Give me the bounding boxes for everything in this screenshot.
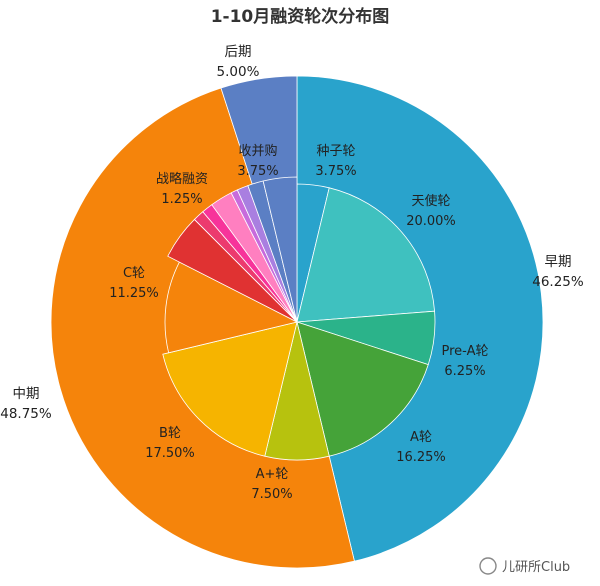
inner-label-value-0: 3.75% bbox=[315, 164, 356, 179]
inner-slice-3 bbox=[296, 321, 429, 457]
outer-label-name-1: 中期 bbox=[13, 386, 40, 402]
inner-label-name-1: 天使轮 bbox=[411, 193, 450, 209]
chart-title: 1-10月融资轮次分布图 bbox=[211, 6, 390, 27]
inner-label-name-6: C轮 bbox=[123, 266, 145, 281]
inner-label-value-6: 11.25% bbox=[109, 286, 159, 301]
outer-label-value-0: 46.25% bbox=[532, 274, 584, 290]
inner-label-name-4: A+轮 bbox=[256, 467, 289, 482]
inner-label-name-5: B轮 bbox=[159, 426, 181, 441]
inner-slice-6 bbox=[164, 261, 299, 354]
outer-label-value-1: 48.75% bbox=[0, 406, 52, 422]
inner-ring bbox=[162, 176, 436, 461]
inner-label-name-13: 收并购 bbox=[238, 143, 277, 159]
outer-label-name-0: 早期 bbox=[545, 254, 572, 270]
inner-label-value-4: 7.50% bbox=[251, 487, 292, 502]
inner-label-name-2: Pre-A轮 bbox=[442, 344, 489, 359]
wechat-icon bbox=[479, 557, 497, 575]
inner-label-name-9: 战略融资 bbox=[156, 171, 208, 187]
inner-label-value-9: 1.25% bbox=[161, 192, 202, 207]
inner-label-value-2: 6.25% bbox=[444, 364, 485, 379]
watermark-text: 儿研所Club bbox=[502, 560, 570, 575]
inner-label-value-1: 20.00% bbox=[406, 214, 456, 229]
inner-label-value-3: 16.25% bbox=[396, 450, 446, 465]
inner-label-value-5: 17.50% bbox=[145, 446, 195, 461]
watermark: 儿研所Club bbox=[479, 557, 570, 575]
outer-label-value-2: 5.00% bbox=[217, 64, 260, 80]
inner-slice-14 bbox=[262, 176, 298, 323]
inner-slice-1 bbox=[296, 187, 436, 323]
slice-labels: 早期 46.25% 中期 48.75% 后期 5.00% 种子轮 3.75% 天使轮 20.00%… bbox=[0, 44, 584, 502]
inner-label-name-3: A轮 bbox=[410, 430, 432, 445]
inner-label-value-13: 3.75% bbox=[237, 164, 278, 179]
inner-slice-5 bbox=[162, 321, 298, 457]
inner-label-name-0: 种子轮 bbox=[316, 144, 355, 159]
outer-label-name-2: 后期 bbox=[225, 44, 252, 60]
